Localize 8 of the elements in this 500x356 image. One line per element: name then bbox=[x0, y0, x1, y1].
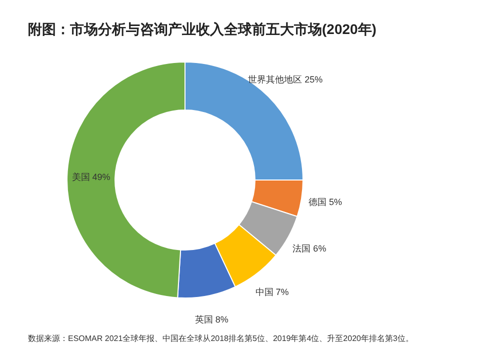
slice-label: 法国 6% bbox=[292, 243, 326, 254]
slice-label: 德国 5% bbox=[308, 197, 342, 208]
slice-label: 世界其他地区 25% bbox=[248, 74, 323, 85]
source-note: 数据来源：ESOMAR 2021全球年报、中国在全球从2018排名第5位、2019年第4位、升至2020年排名第3位。 bbox=[28, 334, 414, 343]
slice-label: 美国 49% bbox=[72, 172, 110, 182]
slice-label: 英国 8% bbox=[194, 314, 228, 324]
chart-title: 附图：市场分析与咨询产业收入全球前五大市场(2020年) bbox=[28, 21, 376, 37]
slice-label: 中国 7% bbox=[255, 287, 289, 298]
